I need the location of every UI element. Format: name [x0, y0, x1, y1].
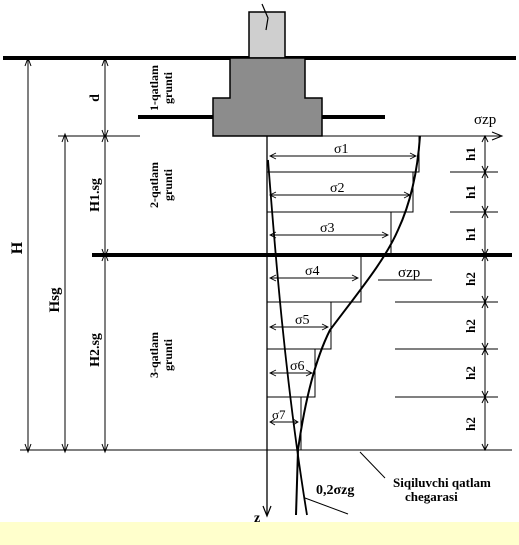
layer2-label-line2: grunti	[161, 168, 175, 201]
h2-label-1: h2	[463, 272, 478, 286]
dim-Hsg-label: Hsg	[47, 287, 63, 313]
sigma-zp-axis-label: σzp	[474, 112, 496, 128]
sigma-1-label: σ1	[334, 142, 349, 157]
dim-H1sg-label: H1.sg	[88, 178, 103, 212]
sigma-zg-label: 0,2σzg	[316, 483, 354, 498]
dim-H2sg-label: H2.sg	[88, 333, 103, 367]
sigma-6-label: σ6	[290, 359, 305, 374]
sigma-2-label: σ2	[330, 181, 345, 196]
column	[248, 11, 286, 59]
layer3-label-line2: grunti	[161, 338, 175, 371]
boundary-label-line2: chegarasi	[405, 489, 458, 504]
boundary-leader	[359, 451, 386, 479]
h2-label-2: h2	[463, 319, 478, 333]
dim-d-label: d	[88, 94, 103, 102]
sigma-zp-axis-arrow	[491, 131, 504, 141]
sigma-zp-curve	[295, 135, 421, 516]
sigma-step-7	[266, 396, 302, 451]
h1-label-3: h1	[463, 227, 478, 241]
zg-leader	[304, 497, 349, 515]
sigma-3-label: σ3	[320, 221, 335, 236]
bottom-band	[0, 522, 519, 545]
dim-H-label: H	[9, 241, 26, 254]
z-axis-label: z	[254, 511, 260, 526]
sigma-zp-curve-label: σzp	[398, 265, 420, 281]
layer1-label-line1: 1-qatlam	[147, 65, 161, 111]
h2-label-3: h2	[463, 366, 478, 380]
right-sublayer-dimensions	[395, 134, 498, 452]
layer2-label-line1: 2-qatlam	[147, 162, 161, 208]
sigma-4-label: σ4	[305, 264, 320, 279]
column-break-mark	[261, 3, 269, 31]
boundary-label-line1: Siqiluvchi qatlam	[393, 475, 491, 490]
sigma-zg-line	[267, 159, 308, 516]
sigma-5-label: σ5	[295, 313, 310, 328]
sigma-7-label: σ7	[272, 407, 286, 422]
left-dimensions	[24, 56, 140, 454]
h1-label-2: h1	[463, 185, 478, 199]
z-axis-arrow	[262, 505, 272, 518]
layer1-label-line2: grunti	[161, 71, 175, 104]
footing	[212, 57, 323, 137]
h1-label-1: h1	[463, 147, 478, 161]
h2-label-4: h2	[463, 417, 478, 431]
layer3-label-line1: 3-qatlam	[147, 332, 161, 378]
